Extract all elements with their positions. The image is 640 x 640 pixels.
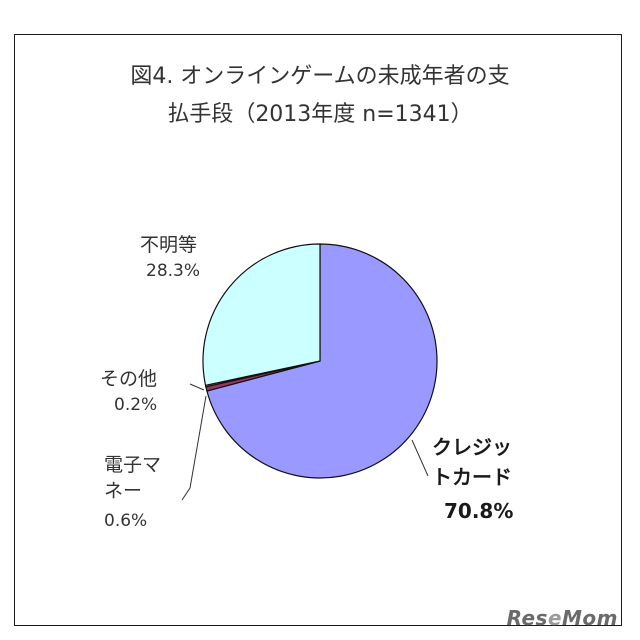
- pie-slice-unknown: [202, 243, 321, 387]
- label-other-name: その他: [100, 368, 158, 390]
- label-emoney-name-1: 電子マ: [104, 454, 162, 476]
- chart-title-line-2: 払手段（2013年度 n=1341）: [167, 102, 473, 127]
- label-credit-name-1: クレジッ: [432, 435, 512, 459]
- label-credit: クレジッ トカード 70.8%: [432, 432, 513, 526]
- label-unknown-name: 不明等: [140, 234, 198, 256]
- label-credit-value: 70.8%: [444, 499, 514, 523]
- label-unknown-value: 28.3%: [146, 261, 201, 281]
- leader-line-other: [189, 383, 205, 391]
- watermark-logo: ReseMom: [506, 606, 618, 630]
- pie-slice-credit-card: [206, 243, 438, 479]
- label-emoney-value: 0.6%: [104, 511, 148, 531]
- leader-line-credit: [411, 439, 429, 477]
- leader-line-emoney: [181, 395, 207, 501]
- label-unknown: 不明等 28.3%: [140, 232, 200, 284]
- chart-title-line-1: 図4. オンラインゲームの未成年者の支: [130, 64, 510, 89]
- label-credit-name-2: トカード: [432, 465, 512, 489]
- label-emoney: 電子マ ネー 0.6%: [104, 452, 161, 534]
- label-emoney-name-2: ネー: [104, 480, 143, 502]
- label-other-value: 0.2%: [114, 395, 158, 415]
- chart-frame: [14, 34, 622, 626]
- chart-title: 図4. オンラインゲームの未成年者の支 払手段（2013年度 n=1341）: [0, 58, 640, 134]
- label-other: その他 0.2%: [100, 366, 157, 418]
